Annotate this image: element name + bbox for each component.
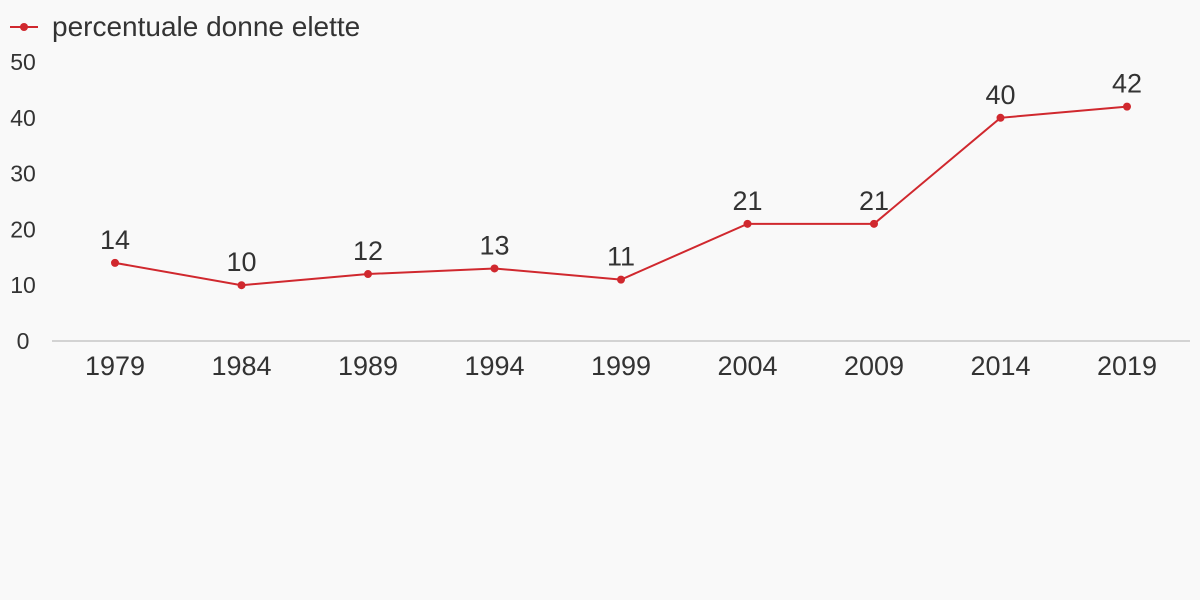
y-axis: 0 10 20 30 40 50 xyxy=(10,49,36,354)
data-point xyxy=(617,275,625,284)
x-tick-label: 1984 xyxy=(211,351,271,381)
x-tick-label: 2009 xyxy=(844,351,904,381)
data-point xyxy=(996,113,1005,122)
y-tick-label: 0 xyxy=(17,328,30,354)
y-tick-label: 50 xyxy=(10,49,36,75)
data-label: 12 xyxy=(353,236,383,266)
data-point xyxy=(237,281,246,290)
x-tick-label: 2019 xyxy=(1097,351,1157,381)
data-point xyxy=(1123,102,1131,111)
data-label: 10 xyxy=(226,247,256,277)
y-tick-label: 20 xyxy=(10,216,36,242)
data-label: 11 xyxy=(607,242,635,272)
x-tick-label: 2004 xyxy=(717,351,777,381)
x-tick-label: 1994 xyxy=(464,351,524,381)
data-label: 42 xyxy=(1112,69,1142,99)
data-labels: 14 10 12 13 11 21 21 40 42 xyxy=(100,69,1142,278)
data-point xyxy=(111,258,119,267)
legend: percentuale donne elette xyxy=(10,11,360,42)
y-tick-label: 30 xyxy=(10,161,36,187)
x-tick-label: 1989 xyxy=(338,351,398,381)
legend-dot-marker xyxy=(20,23,28,31)
data-label: 21 xyxy=(859,186,889,216)
data-point xyxy=(490,264,499,273)
data-label: 14 xyxy=(100,225,130,255)
x-tick-label: 1999 xyxy=(591,351,651,381)
data-point xyxy=(364,270,372,279)
data-point xyxy=(870,219,878,228)
x-tick-label: 1979 xyxy=(85,351,145,381)
y-tick-label: 10 xyxy=(10,272,36,298)
data-points xyxy=(111,102,1131,290)
data-point xyxy=(743,219,752,228)
x-axis: 1979 1984 1989 1994 1999 2004 2009 2014 2019 xyxy=(85,351,1157,381)
y-tick-label: 40 xyxy=(10,105,36,131)
data-label: 40 xyxy=(985,80,1015,110)
data-label: 21 xyxy=(732,186,762,216)
legend-label: percentuale donne elette xyxy=(52,11,360,42)
data-label: 13 xyxy=(479,230,509,260)
x-tick-label: 2014 xyxy=(970,351,1030,381)
